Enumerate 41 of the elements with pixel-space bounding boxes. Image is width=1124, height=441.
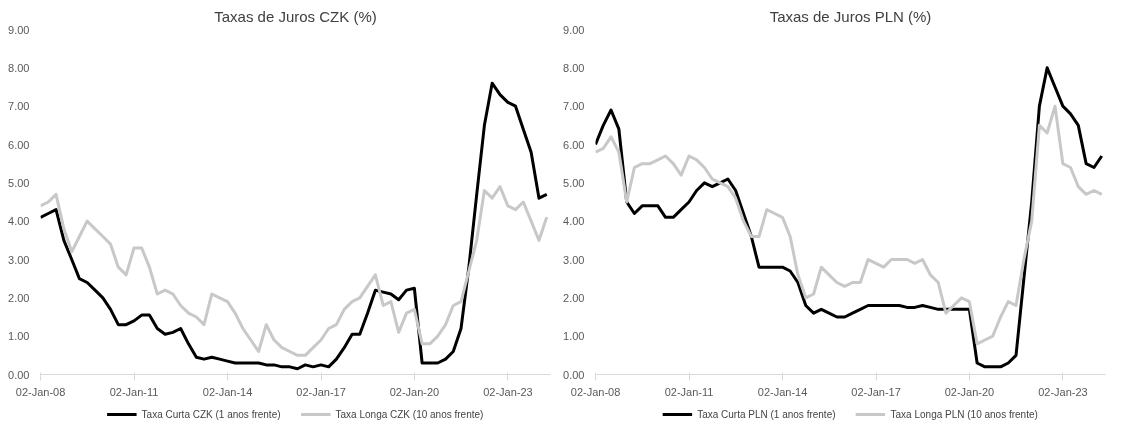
x-tick-label: 02-Jan-17 [851,385,901,398]
x-tick-label: 02-Jan-23 [1038,385,1088,398]
y-tick-label: 1.00 [8,330,30,343]
y-tick-label: 3.00 [563,253,585,266]
legend-label: Taxa Longa CZK (10 anos frente) [335,408,484,420]
line-series [595,104,1104,346]
chart-title: Taxas de Juros CZK (%) [214,7,377,25]
y-tick-label: 0.00 [8,368,30,381]
y-tick-label: 8.00 [563,61,585,74]
y-tick-label: 1.00 [563,330,585,343]
x-tick-label: 02-Jan-23 [483,385,533,398]
chart-title: Taxas de Juros PLN (%) [769,7,932,25]
y-tick-label: 8.00 [8,61,30,74]
x-tick-label: 02-Jan-08 [15,385,66,398]
x-tick-label: 02-Jan-20 [389,385,440,398]
y-tick-label: 0.00 [563,368,585,381]
y-tick-label: 3.00 [8,253,30,266]
legend-label: Taxa Longa PLN (10 anos frente) [890,408,1038,420]
y-tick-label: 4.00 [563,215,585,228]
y-tick-label: 9.00 [563,23,585,36]
y-tick-label: 2.00 [563,291,585,304]
y-tick-label: 9.00 [8,23,30,36]
x-tick-label: 02-Jan-14 [757,385,808,398]
y-tick-label: 2.00 [8,291,30,304]
legend-label: Taxa Curta CZK (1 anos frente) [141,408,281,420]
x-tick-label: 02-Jan-11 [109,385,159,398]
x-tick-label: 02-Jan-14 [202,385,253,398]
y-tick-label: 7.00 [563,100,585,113]
x-tick-label: 02-Jan-20 [944,385,995,398]
x-tick-label: 02-Jan-11 [664,385,714,398]
x-tick-label: 02-Jan-08 [570,385,621,398]
y-tick-label: 4.00 [8,215,30,228]
y-tick-label: 5.00 [563,176,585,189]
legend-label: Taxa Curta PLN (1 anos frente) [697,408,836,420]
line-series [40,185,549,357]
x-tick-label: 02-Jan-17 [296,385,346,398]
y-tick-label: 6.00 [8,138,30,151]
y-tick-label: 7.00 [8,100,30,113]
y-tick-label: 5.00 [8,176,30,189]
y-tick-label: 6.00 [563,138,585,151]
line-series [40,81,549,371]
